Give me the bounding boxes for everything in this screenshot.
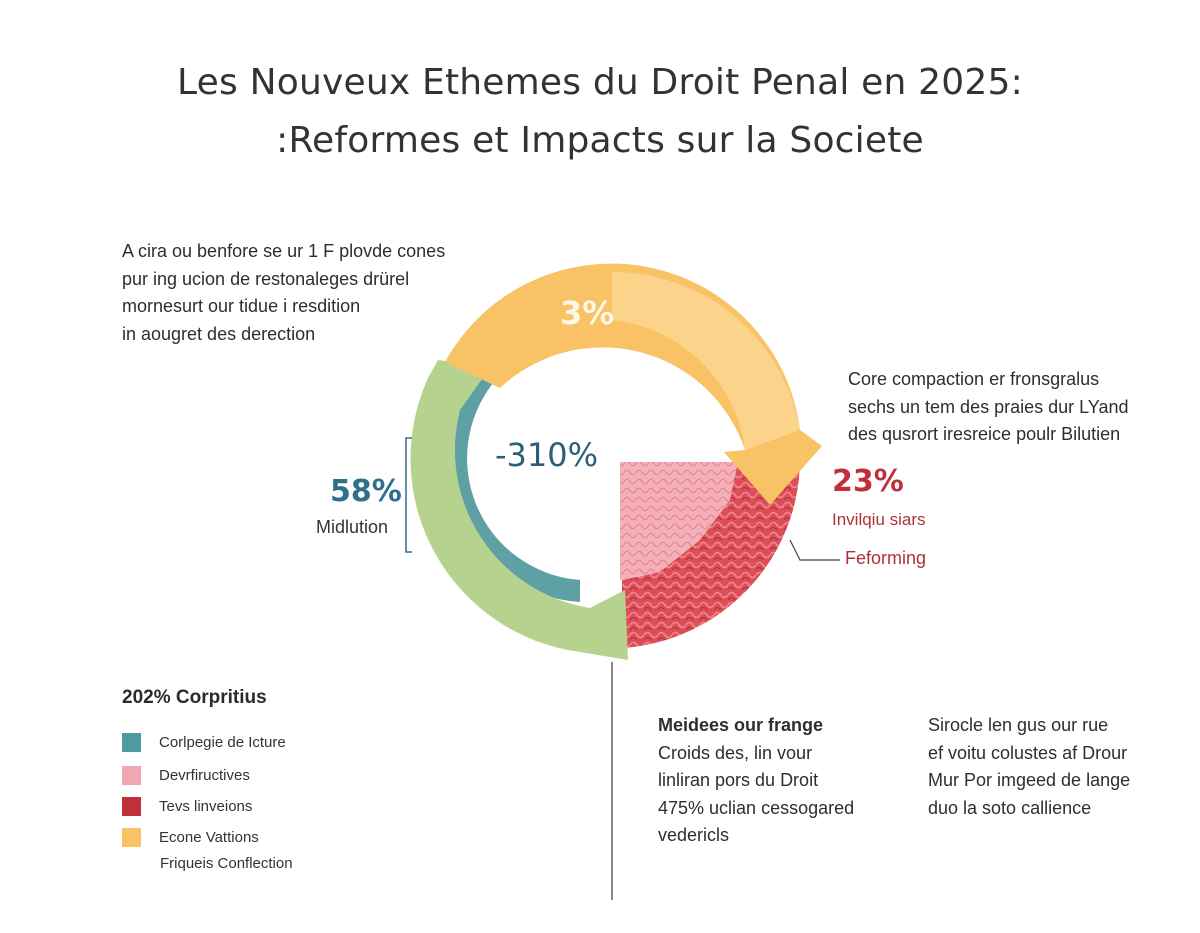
- right-note: Core compaction er fronsgralus sechs un …: [848, 366, 1129, 449]
- right-note-line: Core compaction er fronsgralus: [848, 369, 1100, 389]
- legend: 202% Corpritius Corlpegie de Icture Devr…: [122, 687, 293, 872]
- sirocle-text: Sirocle len gus our rue ef voitu coluste…: [928, 712, 1130, 822]
- meidees-line: vedericls: [658, 825, 730, 845]
- pie-slice-pink: [620, 462, 738, 580]
- sirocle-line: Sirocle len gus our rue: [928, 715, 1109, 735]
- pie-slice-yellow-highlight: [612, 271, 800, 450]
- legend-extra: Friqueis Conflection: [160, 855, 293, 872]
- meidees-heading: Meidees our frange: [658, 715, 824, 735]
- legend-title: 202% Corpritius: [122, 687, 267, 708]
- legend-item: Devrfiructives: [122, 766, 250, 785]
- label-center: -310%: [495, 436, 599, 474]
- chart-title-line-1: Les Nouveux Ethemes du Droit Penal en 20…: [177, 62, 1023, 103]
- sirocle-line: ef voitu colustes af Drour: [928, 742, 1128, 763]
- label-reforming: Feforming: [845, 548, 927, 568]
- meidees-text: Meidees our frange Croids des, lin vour …: [658, 712, 854, 850]
- right-note-line: des qusrort iresreice poulr Bilutien: [848, 424, 1121, 444]
- legend-label: Tevs linveions: [159, 798, 253, 815]
- label-58-sub: Midlution: [316, 517, 389, 537]
- meidees-line: linliran pors du Droit: [658, 770, 819, 790]
- legend-swatch: [122, 766, 141, 785]
- legend-label: Corlpegie de Icture: [159, 734, 286, 751]
- label-58-percent: 58%: [330, 474, 402, 509]
- bracket-58: [405, 437, 412, 553]
- intro-line: mornesurt our tidue i resdition: [122, 296, 361, 316]
- label-3-percent: 3%: [560, 294, 615, 332]
- legend-item: Corlpegie de Icture: [122, 733, 286, 752]
- legend-label: Econe Vattions: [159, 829, 259, 846]
- intro-line: pur ing ucion de restonaleges drürel: [122, 268, 410, 289]
- legend-item: Tevs linveions: [122, 797, 252, 816]
- legend-swatch: [122, 797, 141, 816]
- intro-line: in aougret des derection: [122, 323, 316, 344]
- legend-swatch: [122, 828, 141, 847]
- right-note-line: sechs un tem des praies dur LYand: [848, 396, 1129, 417]
- legend-swatch: [122, 733, 141, 752]
- meidees-line: Croids des, lin vour: [658, 742, 813, 763]
- legend-item: Econe Vattions: [122, 828, 259, 847]
- intro-line: A cira ou benfore se ur 1 F plovde cones: [122, 241, 446, 261]
- intro-text: A cira ou benfore se ur 1 F plovde cones…: [122, 238, 445, 348]
- sirocle-line: duo la soto callience: [928, 797, 1092, 818]
- meidees-line: 475% uclian cessogared: [658, 797, 855, 818]
- chart-title-line-2: :Reformes et Impacts sur la Societe: [276, 120, 924, 161]
- label-23-percent: 23%: [832, 464, 904, 499]
- label-23-sub: Invilqiu siars: [832, 510, 926, 529]
- pie-slice-red: [622, 462, 800, 648]
- pie-slice-green: [410, 360, 628, 660]
- sirocle-line: Mur Por imgeed de lange: [928, 770, 1131, 790]
- legend-label: Devrfiructives: [159, 767, 250, 784]
- leader-line-reforming: [789, 539, 840, 561]
